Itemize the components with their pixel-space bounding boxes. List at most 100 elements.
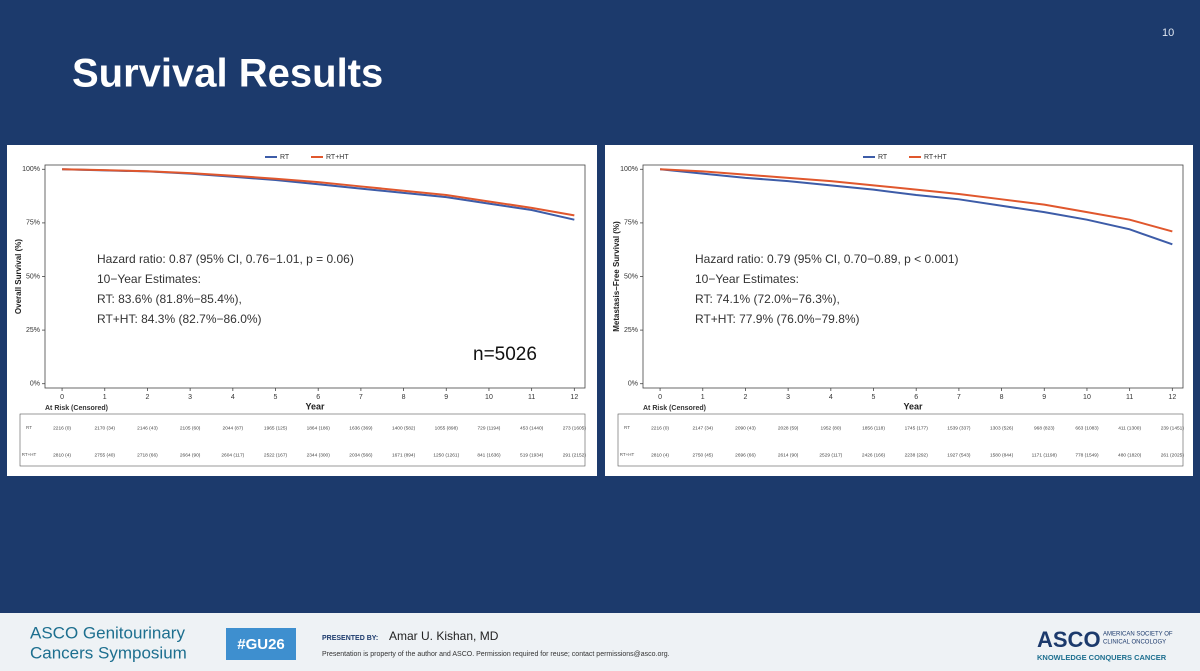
x-tick-label: 7 bbox=[957, 394, 961, 401]
x-tick-label: 3 bbox=[188, 394, 192, 401]
at-risk-cell: 2238 (292) bbox=[905, 452, 929, 458]
x-tick-label: 8 bbox=[1000, 394, 1004, 401]
at-risk-cell: 2426 (166) bbox=[862, 452, 886, 458]
at-risk-cell: 1400 (582) bbox=[392, 425, 416, 431]
chart: 0%25%50%75%100%0 1 2 3 4 5 6 7 8 9 10 11 12YearOvera… bbox=[14, 154, 587, 467]
annotation: RT: 83.6% (81.8%−85.4%), bbox=[97, 292, 242, 306]
at-risk-cell: 2105 (60) bbox=[180, 425, 201, 431]
x-tick-label: 11 bbox=[528, 394, 535, 401]
at-risk-cell: 2664 (90) bbox=[180, 452, 201, 458]
at-risk-cell: 453 (1440) bbox=[520, 425, 544, 431]
at-risk-cell: 2344 (300) bbox=[307, 452, 331, 458]
x-tick-label: 11 bbox=[1126, 394, 1133, 401]
annotation: 10−Year Estimates: bbox=[97, 272, 201, 286]
at-risk-cell: 1864 (186) bbox=[307, 425, 331, 431]
survival-curve bbox=[659, 168, 1173, 246]
x-tick-label: 10 bbox=[485, 394, 493, 401]
x-tick-label: 2 bbox=[145, 394, 149, 401]
at-risk-cell: 2170 (34) bbox=[94, 425, 115, 431]
row-label: RT+HT bbox=[22, 452, 37, 457]
at-risk-cell: 411 (1300) bbox=[1118, 425, 1141, 431]
legend-label: RT bbox=[280, 154, 290, 161]
at-risk-cell: 2614 (90) bbox=[778, 452, 799, 458]
survival-curve bbox=[660, 168, 1173, 233]
at-risk-cell: 1965 (125) bbox=[264, 425, 288, 431]
at-risk-cell: 1303 (526) bbox=[990, 425, 1014, 431]
at-risk-table bbox=[617, 413, 1184, 467]
x-tick-label: 10 bbox=[1083, 394, 1091, 401]
slide-title: Survival Results bbox=[72, 52, 383, 96]
n-label: n=5026 bbox=[473, 344, 537, 365]
society: AMERICAN SOCIETY OF bbox=[1103, 632, 1173, 638]
at-risk-cell: 2147 (34) bbox=[692, 425, 713, 431]
at-risk-cell: 1636 (369) bbox=[349, 425, 373, 431]
x-tick-label: 5 bbox=[872, 394, 876, 401]
at-risk-cell: 663 (1083) bbox=[1075, 425, 1099, 431]
at-risk-cell: 1745 (177) bbox=[905, 425, 929, 431]
x-tick-label: 7 bbox=[359, 394, 363, 401]
x-tick-label: 4 bbox=[829, 394, 833, 401]
hashtag: #GU26 bbox=[237, 636, 285, 653]
at-risk-cell: 519 (1934) bbox=[520, 452, 544, 458]
x-tick-label: 6 bbox=[316, 394, 320, 401]
footer bbox=[0, 613, 1200, 671]
legend-label: RT+HT bbox=[326, 154, 349, 161]
at-risk-cell: 2034 (566) bbox=[349, 452, 373, 458]
annotation: Hazard ratio: 0.79 (95% CI, 0.70−0.89, p… bbox=[695, 252, 959, 266]
survival-curve bbox=[62, 168, 575, 217]
at-risk-table bbox=[19, 413, 586, 467]
at-risk-cell: 2146 (43) bbox=[137, 425, 158, 431]
x-tick-label: 12 bbox=[1168, 394, 1176, 401]
x-tick-label: 9 bbox=[444, 394, 448, 401]
at-risk-cell: 2216 (0) bbox=[651, 425, 669, 431]
at-risk-cell: 1856 (118) bbox=[862, 425, 885, 431]
y-tick-label: 0% bbox=[30, 381, 40, 388]
x-tick-label: 8 bbox=[402, 394, 406, 401]
at-risk-cell: 841 (1636) bbox=[477, 452, 501, 458]
logo: ASCO bbox=[1037, 627, 1101, 652]
y-tick-label: 75% bbox=[624, 220, 638, 227]
x-tick-label: 0 bbox=[60, 394, 64, 401]
y-tick-label: 75% bbox=[26, 220, 40, 227]
row-label: RT+HT bbox=[620, 452, 635, 457]
at-risk-cell: 2522 (167) bbox=[264, 452, 288, 458]
y-tick-label: 0% bbox=[628, 381, 638, 388]
at-risk-cell: 729 (1194) bbox=[478, 425, 501, 431]
tagline: KNOWLEDGE CONQUERS CANCER bbox=[1037, 653, 1167, 662]
x-tick-label: 4 bbox=[231, 394, 235, 401]
panel bbox=[605, 145, 1193, 476]
x-tick-label: 3 bbox=[786, 394, 790, 401]
y-tick-label: 100% bbox=[620, 166, 638, 173]
at-risk-cell: 2529 (117) bbox=[819, 452, 842, 458]
y-tick-label: 25% bbox=[26, 327, 40, 334]
at-risk-cell: 273 (1605) bbox=[563, 425, 587, 431]
at-risk-cell: 2696 (66) bbox=[735, 452, 756, 458]
x-tick-label: 6 bbox=[914, 394, 918, 401]
legend-label: RT+HT bbox=[924, 154, 947, 161]
page-number: 10 bbox=[1162, 27, 1174, 39]
at-risk-title: At Risk (Censored) bbox=[45, 405, 108, 412]
row-label: RT bbox=[26, 425, 32, 430]
y-tick-label: 25% bbox=[624, 327, 638, 334]
at-risk-cell: 778 (1549) bbox=[1075, 452, 1099, 458]
at-risk-cell: 291 (2152) bbox=[563, 452, 587, 458]
at-risk-cell: 1171 (1198) bbox=[1032, 452, 1058, 458]
x-tick-label: 12 bbox=[570, 394, 578, 401]
at-risk-cell: 1671 (894) bbox=[392, 452, 416, 458]
hashtag-badge bbox=[226, 628, 296, 660]
legend-label: RT bbox=[878, 154, 888, 161]
at-risk-cell: 2604 (117) bbox=[221, 452, 244, 458]
at-risk-cell: 2718 (66) bbox=[137, 452, 158, 458]
y-tick-label: 50% bbox=[26, 273, 40, 280]
at-risk-cell: 2216 (0) bbox=[53, 425, 71, 431]
x-tick-label: 1 bbox=[701, 394, 705, 401]
at-risk-cell: 2044 (87) bbox=[223, 425, 244, 431]
panel bbox=[7, 145, 597, 476]
chart: 0%25%50%75%100%0 1 2 3 4 5 6 7 8 9 10 11 12YearMetas… bbox=[612, 154, 1185, 467]
at-risk-cell: 2755 (40) bbox=[94, 452, 115, 458]
conference: Cancers Symposium bbox=[30, 643, 187, 662]
at-risk-cell: 1927 (543) bbox=[947, 452, 971, 458]
society: CLINICAL ONCOLOGY bbox=[1103, 640, 1166, 646]
at-risk-cell: 239 (1451) bbox=[1161, 425, 1185, 431]
